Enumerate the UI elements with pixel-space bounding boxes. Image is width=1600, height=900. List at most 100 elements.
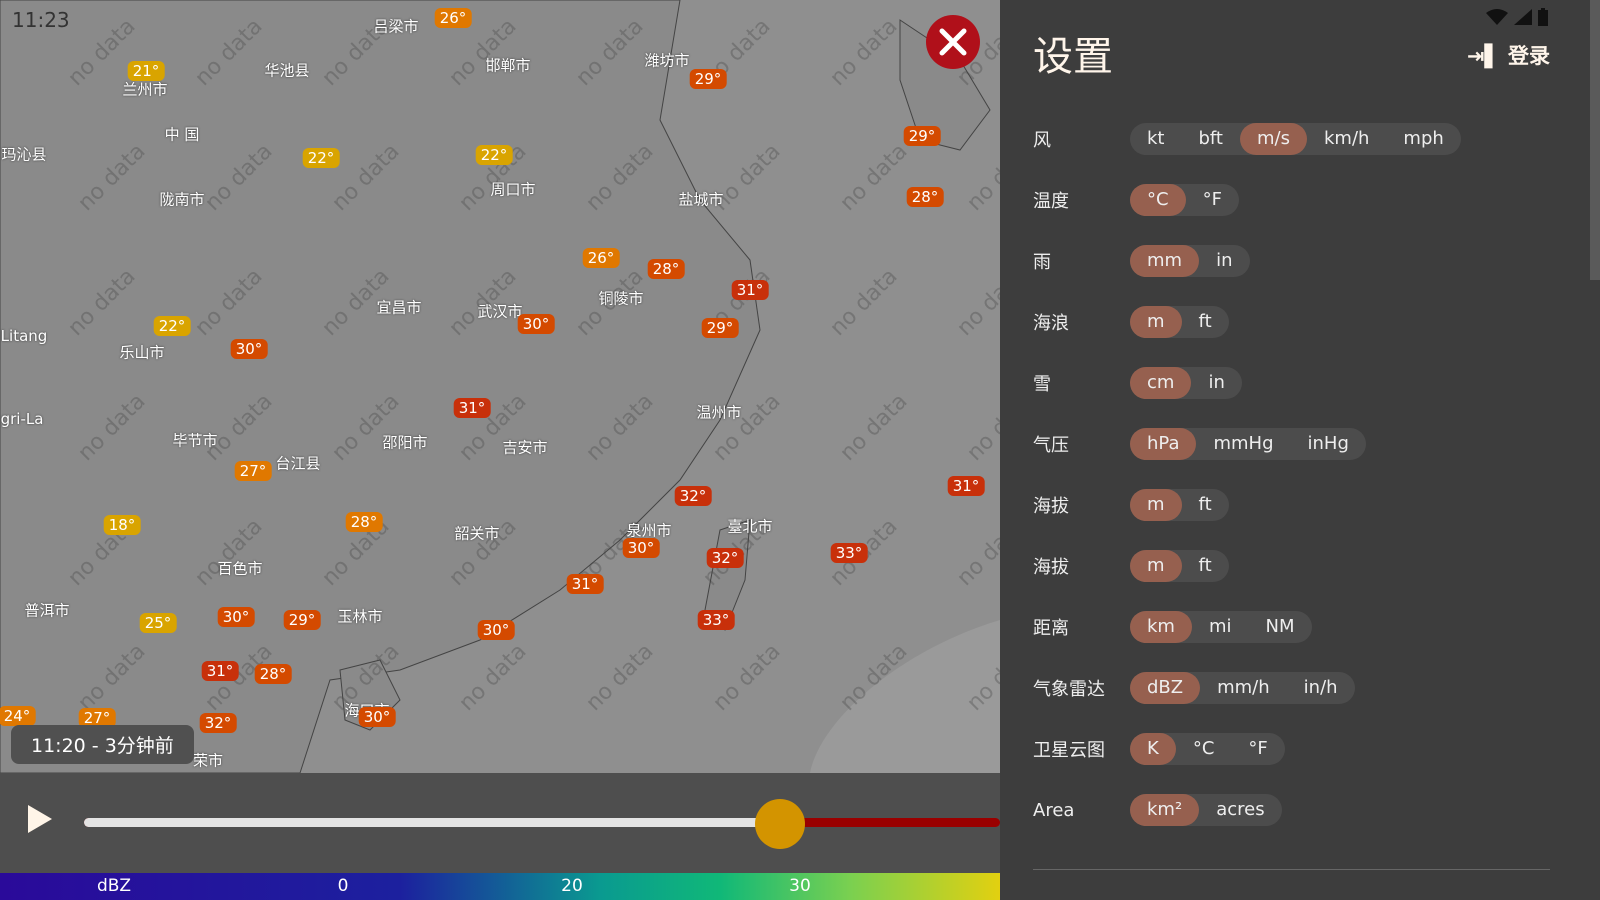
temperature-marker[interactable]: 26° [434, 8, 472, 28]
temperature-marker[interactable]: 22° [475, 145, 513, 165]
timeline-thumb[interactable] [755, 799, 806, 849]
city-label: 中 国 [164, 125, 200, 144]
unit-option[interactable]: kt [1147, 128, 1165, 149]
scale-tick: 30 [789, 876, 811, 896]
city-label: 玉林市 [337, 607, 383, 626]
unit-option[interactable]: cm [1130, 367, 1192, 399]
temperature-marker[interactable]: 28° [345, 512, 383, 532]
time-label: 11:20 - 3分钟前 [11, 725, 194, 764]
unit-option[interactable]: NM [1265, 616, 1295, 637]
setting-row: Area km² acres [1033, 793, 1282, 827]
timeline-slider[interactable] [84, 818, 1000, 827]
temperature-marker[interactable]: 25° [139, 613, 177, 633]
temperature-marker[interactable]: 30° [517, 314, 555, 334]
unit-option[interactable]: m [1130, 306, 1182, 338]
temperature-marker[interactable]: 29° [701, 318, 739, 338]
temperature-marker[interactable]: 31° [731, 280, 769, 300]
unit-option[interactable]: km/h [1323, 128, 1370, 149]
unit-option[interactable]: mi [1208, 616, 1232, 637]
unit-option[interactable]: m [1130, 550, 1182, 582]
unit-option[interactable]: ft [1198, 311, 1212, 332]
unit-option[interactable]: °C [1130, 184, 1186, 216]
temperature-marker[interactable]: 33° [830, 543, 868, 563]
play-button[interactable] [28, 805, 52, 833]
playback-bar [0, 773, 1000, 873]
temperature-marker[interactable]: 32° [674, 486, 712, 506]
temperature-marker[interactable]: 18° [103, 515, 141, 535]
unit-option[interactable]: km² [1130, 794, 1200, 826]
unit-option[interactable]: in [1216, 250, 1233, 271]
unit-option[interactable]: km [1130, 611, 1192, 643]
temperature-marker[interactable]: 22° [153, 316, 191, 336]
temperature-marker[interactable]: 24° [0, 706, 36, 726]
unit-option[interactable]: hPa [1130, 428, 1197, 460]
unit-option[interactable]: °F [1248, 738, 1268, 759]
temperature-marker[interactable]: 31° [453, 398, 491, 418]
login-button[interactable]: ⇥▌ 登录 [1467, 40, 1550, 70]
temperature-marker[interactable]: 29° [903, 126, 941, 146]
unit-option[interactable]: in/h [1303, 677, 1338, 698]
city-label: 盐城市 [678, 190, 724, 209]
temperature-marker[interactable]: 28° [647, 259, 685, 279]
temperature-marker[interactable]: 30° [622, 538, 660, 558]
unit-option[interactable]: ft [1198, 494, 1212, 515]
temperature-marker[interactable]: 29° [283, 610, 321, 630]
temperature-marker[interactable]: 33° [697, 610, 735, 630]
temperature-marker[interactable]: 22° [302, 148, 340, 168]
temperature-marker[interactable]: 27° [234, 461, 272, 481]
temperature-marker[interactable]: 30° [230, 339, 268, 359]
unit-option[interactable]: in [1208, 372, 1225, 393]
temperature-marker[interactable]: 32° [706, 548, 744, 568]
unit-option[interactable]: mm/h [1217, 677, 1270, 698]
temperature-marker[interactable]: 31° [201, 661, 239, 681]
setting-row: 海浪 m ft [1033, 305, 1229, 339]
unit-option[interactable]: acres [1216, 799, 1265, 820]
city-label: Litang [0, 327, 48, 345]
unit-option[interactable]: mm [1130, 245, 1200, 277]
status-bar [1486, 8, 1548, 26]
city-label: 乐山市 [119, 343, 165, 362]
setting-row: 风 kt bft m/s km/h mph [1033, 122, 1461, 156]
unit-selector: K °C °F [1130, 733, 1285, 765]
city-label: 韶关市 [454, 524, 500, 543]
temperature-marker[interactable]: 28° [254, 664, 292, 684]
unit-option[interactable]: bft [1198, 128, 1223, 149]
unit-option[interactable]: dBZ [1130, 672, 1201, 704]
temperature-marker[interactable]: 27° [78, 708, 116, 728]
temperature-marker[interactable]: 31° [566, 574, 604, 594]
unit-option[interactable]: inHg [1307, 433, 1349, 454]
unit-option[interactable]: °F [1202, 189, 1222, 210]
close-icon [939, 28, 967, 56]
temperature-marker[interactable]: 28° [906, 187, 944, 207]
unit-option[interactable]: mph [1403, 128, 1444, 149]
temperature-marker[interactable]: 26° [582, 248, 620, 268]
setting-row: 气压 hPa mmHg inHg [1033, 427, 1366, 461]
city-label: 荣市 [192, 751, 224, 770]
unit-option[interactable]: °C [1192, 738, 1215, 759]
temperature-marker[interactable]: 21° [127, 61, 165, 81]
temperature-marker[interactable]: 31° [947, 476, 985, 496]
city-label: 宜昌市 [376, 298, 422, 317]
temperature-marker[interactable]: 30° [358, 707, 396, 727]
scrollbar[interactable] [1590, 0, 1600, 280]
unit-option[interactable]: K [1130, 733, 1176, 765]
unit-option[interactable]: ft [1198, 555, 1212, 576]
temperature-marker[interactable]: 30° [217, 607, 255, 627]
unit-option[interactable]: mmHg [1213, 433, 1274, 454]
temperature-marker[interactable]: 32° [199, 713, 237, 733]
city-label: 陇南市 [159, 190, 205, 209]
unit-selector: m ft [1130, 550, 1229, 582]
temperature-marker[interactable]: 29° [689, 69, 727, 89]
dbz-color-scale: dBZ 0 20 30 [0, 873, 1000, 900]
unit-selector: cm in [1130, 367, 1242, 399]
scale-tick: 0 [337, 876, 349, 896]
page-title: 设置 [1033, 34, 1113, 80]
setting-label: 气象雷达 [1033, 679, 1105, 700]
close-button[interactable] [926, 15, 980, 69]
unit-option[interactable]: m/s [1240, 123, 1307, 155]
unit-selector: kt bft m/s km/h mph [1130, 123, 1461, 155]
temperature-marker[interactable]: 30° [477, 620, 515, 640]
setting-label: 距离 [1033, 618, 1069, 639]
unit-option[interactable]: m [1130, 489, 1182, 521]
radar-map[interactable]: no data no data no data no data no data no da… [0, 0, 1000, 773]
